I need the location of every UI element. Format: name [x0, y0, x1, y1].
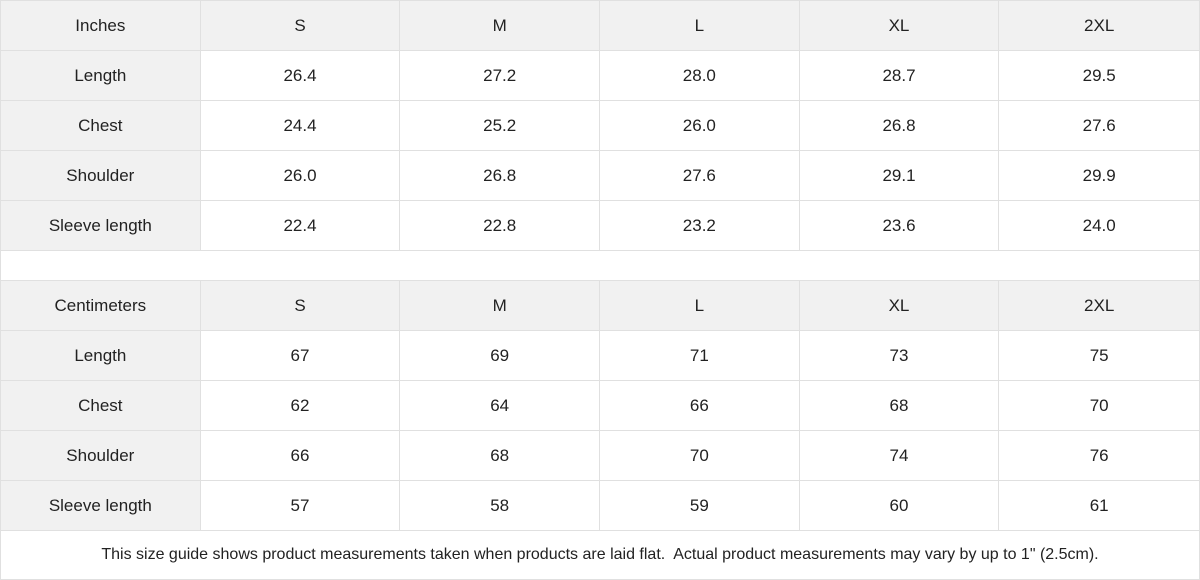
measurement-value-cell: 60 [799, 481, 1000, 531]
measurement-value-cell: 57 [200, 481, 401, 531]
size-header-cell: S [200, 281, 401, 331]
measurement-value-cell: 66 [200, 431, 401, 481]
measurement-value-cell: 70 [600, 431, 800, 481]
measurement-value-cell: 27.6 [999, 101, 1199, 151]
size-header-cell: S [200, 1, 401, 51]
measurement-value-cell: 26.4 [200, 51, 401, 101]
measurement-label-cell: Sleeve length [1, 481, 201, 531]
measurement-value-cell: 64 [400, 381, 600, 431]
measurement-value-cell: 24.0 [999, 201, 1199, 251]
measurement-label-cell: Length [1, 331, 201, 381]
size-header-cell: 2XL [999, 1, 1199, 51]
measurement-value-cell: 74 [799, 431, 1000, 481]
measurement-value-cell: 71 [600, 331, 800, 381]
measurement-value-cell: 23.6 [799, 201, 1000, 251]
measurement-value-cell: 61 [999, 481, 1199, 531]
measurement-value-cell: 22.8 [400, 201, 600, 251]
measurement-value-cell: 73 [799, 331, 1000, 381]
measurement-value-cell: 70 [999, 381, 1199, 431]
measurement-label-cell: Chest [1, 101, 201, 151]
measurement-value-cell: 26.8 [799, 101, 1000, 151]
size-header-cell: L [600, 281, 800, 331]
measurement-value-cell: 62 [200, 381, 401, 431]
unit-header-cell: Centimeters [1, 281, 201, 331]
measurement-value-cell: 59 [600, 481, 800, 531]
measurement-value-cell: 27.2 [400, 51, 600, 101]
size-header-cell: L [600, 1, 800, 51]
measurement-value-cell: 29.5 [999, 51, 1199, 101]
measurement-value-cell: 68 [400, 431, 600, 481]
measurement-value-cell: 25.2 [400, 101, 600, 151]
measurement-value-cell: 75 [999, 331, 1199, 381]
table-spacer [1, 251, 1199, 281]
measurement-value-cell: 76 [999, 431, 1199, 481]
size-header-cell: XL [799, 1, 1000, 51]
measurement-value-cell: 23.2 [600, 201, 800, 251]
measurement-value-cell: 28.0 [600, 51, 800, 101]
measurement-value-cell: 22.4 [200, 201, 401, 251]
size-header-cell: M [400, 281, 600, 331]
measurement-label-cell: Chest [1, 381, 201, 431]
measurement-label-cell: Shoulder [1, 431, 201, 481]
measurement-value-cell: 27.6 [600, 151, 800, 201]
measurement-value-cell: 29.1 [799, 151, 1000, 201]
unit-header-cell: Inches [1, 1, 201, 51]
measurement-value-cell: 26.0 [200, 151, 401, 201]
measurement-value-cell: 69 [400, 331, 600, 381]
measurement-label-cell: Sleeve length [1, 201, 201, 251]
measurement-label-cell: Shoulder [1, 151, 201, 201]
measurement-value-cell: 26.8 [400, 151, 600, 201]
measurement-value-cell: 28.7 [799, 51, 1000, 101]
size-guide-note: This size guide shows product measuremen… [1, 531, 1199, 579]
size-header-cell: M [400, 1, 600, 51]
measurement-value-cell: 68 [799, 381, 1000, 431]
measurement-label-cell: Length [1, 51, 201, 101]
measurement-value-cell: 26.0 [600, 101, 800, 151]
size-header-cell: XL [799, 281, 1000, 331]
measurement-value-cell: 67 [200, 331, 401, 381]
measurement-value-cell: 58 [400, 481, 600, 531]
size-header-cell: 2XL [999, 281, 1199, 331]
size-table-inches: Inches S M L XL 2XL Length 26.4 27.2 28.0 28.7 29.5… [1, 1, 1199, 251]
measurement-value-cell: 29.9 [999, 151, 1199, 201]
measurement-value-cell: 24.4 [200, 101, 401, 151]
measurement-value-cell: 66 [600, 381, 800, 431]
size-table-centimeters: Centimeters S M L XL 2XL Length 67 69 71 73 75 Chest… [1, 281, 1199, 531]
